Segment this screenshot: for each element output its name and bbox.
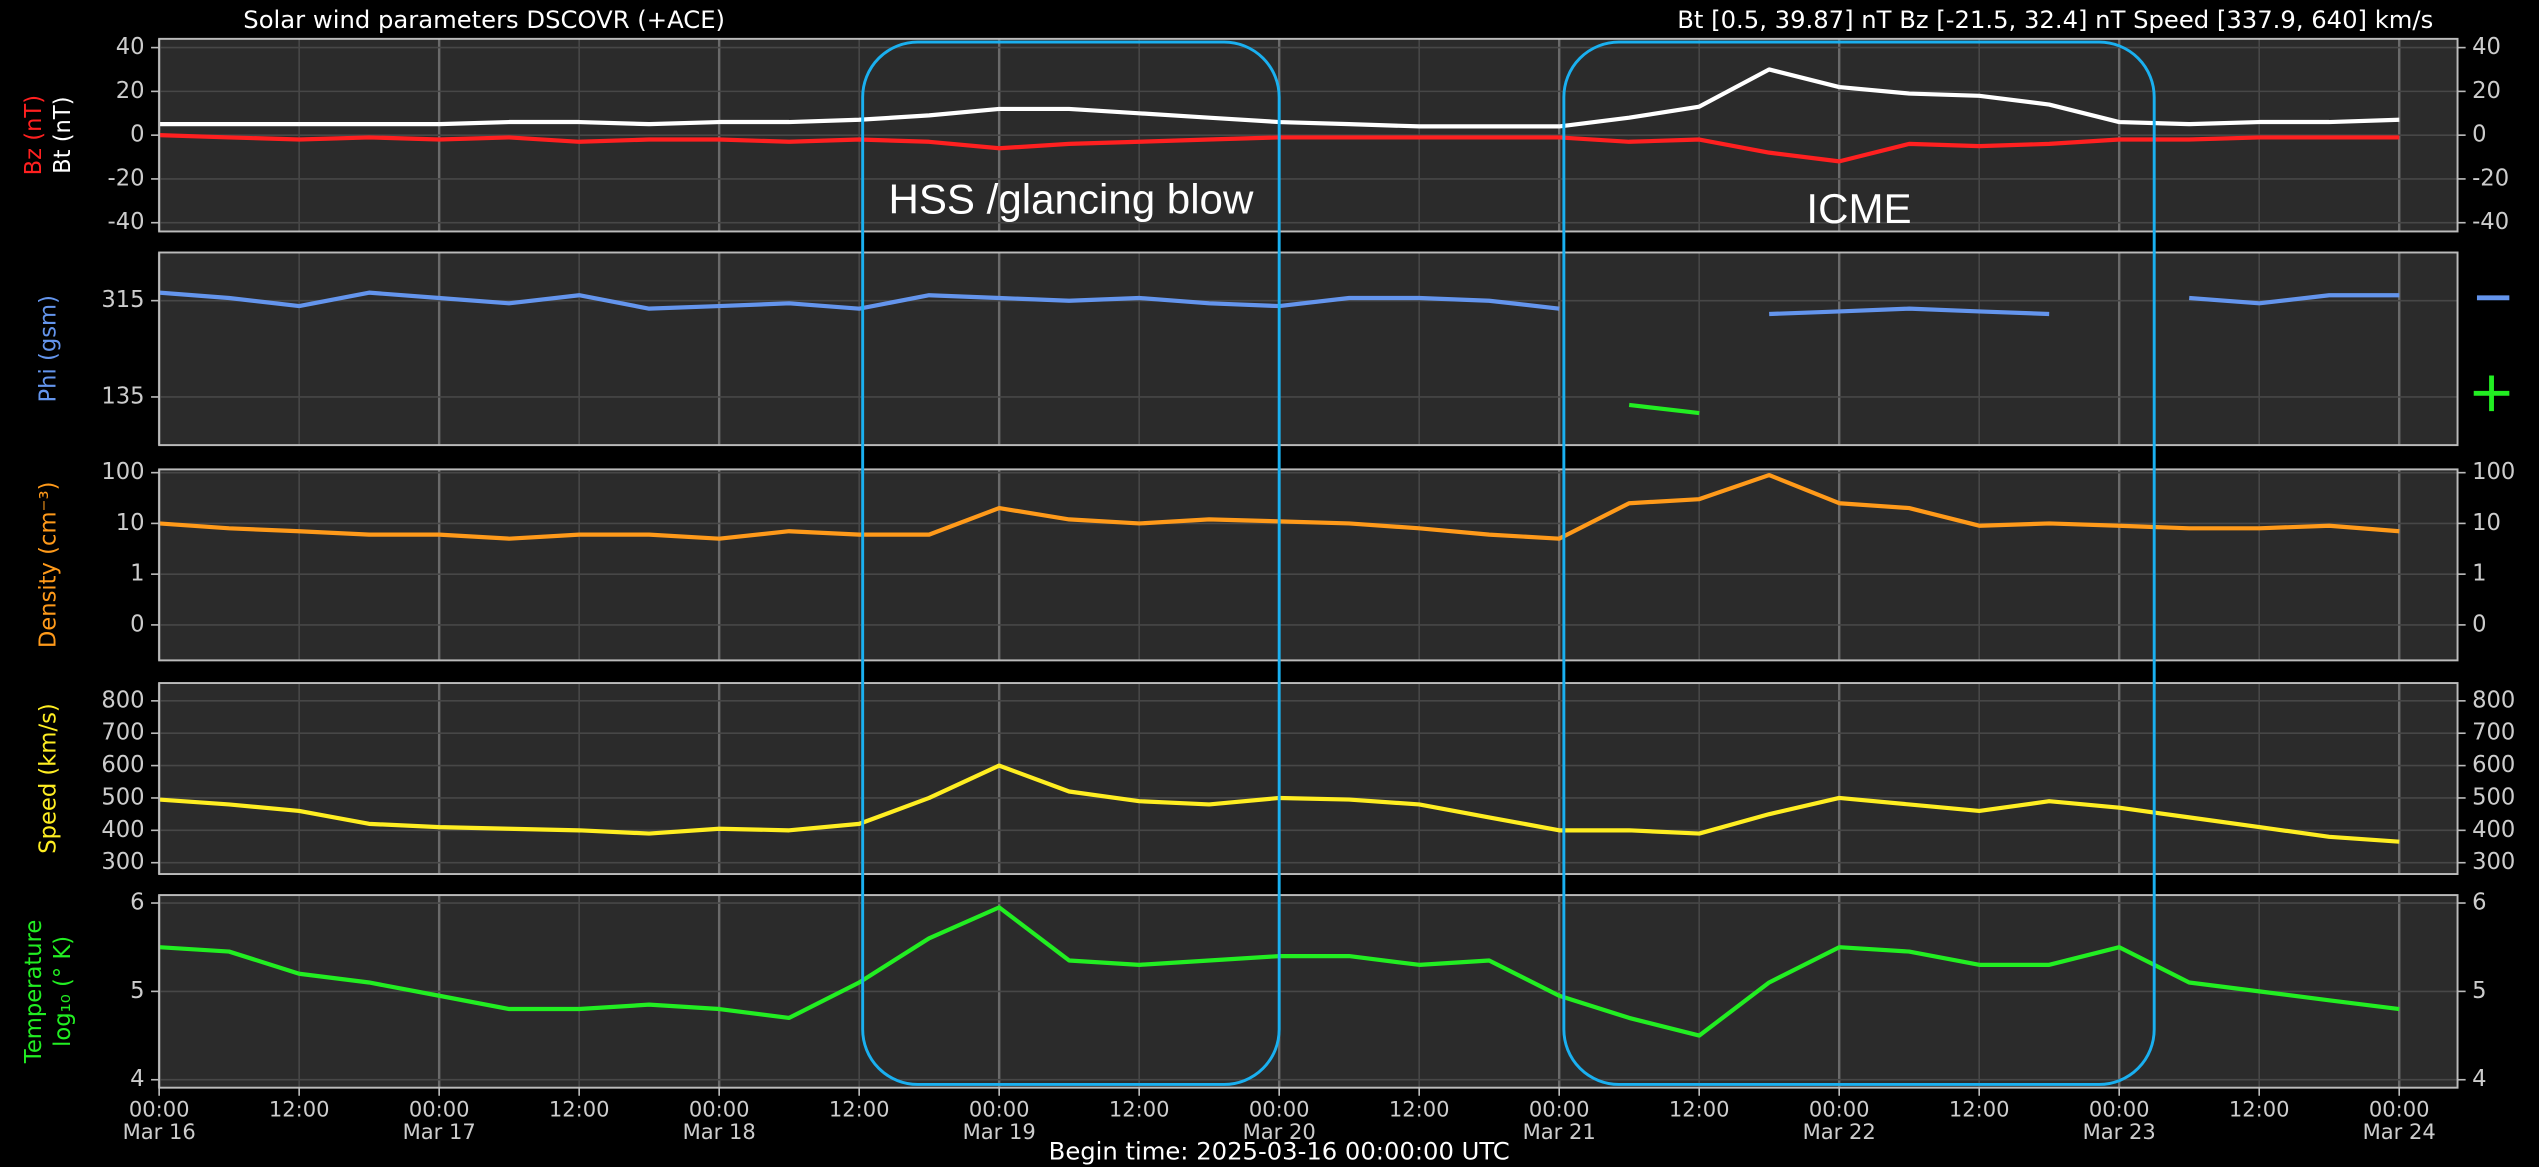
y-tick-label: 400	[2472, 817, 2515, 843]
x-date-label: Mar 22	[1803, 1119, 1876, 1144]
begin-time: Begin time: 2025-03-16 00:00:00 UTC	[1049, 1136, 1510, 1165]
annotation-box	[1562, 40, 2156, 1086]
series-line	[158, 290, 2400, 317]
annotation-text: ICME	[1806, 185, 1911, 232]
y-tick-label: 5	[130, 978, 144, 1004]
x-tick-label: 00:00	[1529, 1096, 1590, 1121]
y-tick-label: 500	[101, 784, 144, 810]
annotation-text: HSS /glancing blow	[888, 175, 1253, 222]
y-axis-label: Density (cm⁻³)	[36, 482, 62, 649]
y-tick-label: 4	[130, 1066, 144, 1092]
y-tick-label: 135	[101, 383, 144, 409]
plot-border	[158, 682, 2459, 876]
annotation-box	[861, 40, 1281, 1086]
y-tick-label: 100	[101, 459, 144, 485]
ranges: Bt [0.5, 39.87] nT Bz [-21.5, 32.4] nT S…	[1677, 5, 2433, 34]
y-tick-label: 400	[101, 817, 144, 843]
x-tick-label: 00:00	[409, 1096, 470, 1121]
y-tick-label: 600	[2472, 752, 2515, 778]
y-tick-label: 100	[2472, 459, 2515, 485]
x-tick-label: 12:00	[549, 1096, 610, 1121]
y-axis-label: Temperature	[21, 920, 47, 1065]
x-tick-label: 00:00	[129, 1096, 190, 1121]
y-tick-label: 300	[2472, 849, 2515, 875]
x-tick-label: 12:00	[829, 1096, 890, 1121]
y-tick-label: 4	[2472, 1066, 2486, 1092]
plot-border	[158, 251, 2459, 447]
y-axis-label: Bt (nT)	[50, 96, 76, 174]
y-tick-label: 800	[2472, 687, 2515, 713]
x-tick-label: 00:00	[689, 1096, 750, 1121]
y-tick-label: 0	[2472, 122, 2486, 148]
x-date-label: Mar 20	[1243, 1119, 1316, 1144]
y-tick-label: 0	[130, 122, 144, 148]
y-tick-label: 0	[130, 611, 144, 637]
x-tick-label: 00:00	[2369, 1096, 2430, 1121]
y-tick-label: 700	[2472, 720, 2515, 746]
chart-title: Solar wind parameters DSCOVR (+ACE)	[243, 5, 725, 34]
x-date-label: Mar 17	[403, 1119, 476, 1144]
plot-area	[159, 469, 2458, 661]
y-tick-label: 6	[130, 890, 144, 916]
plot-area	[159, 252, 2458, 446]
y-tick-label: 6	[2472, 890, 2486, 916]
y-tick-label: 0	[2472, 611, 2486, 637]
x-tick-label: 12:00	[2229, 1096, 2290, 1121]
x-date-label: Mar 24	[2363, 1119, 2436, 1144]
y-tick-label: 1	[2472, 561, 2486, 587]
x-tick-label: 12:00	[1949, 1096, 2010, 1121]
x-tick-label: 12:00	[269, 1096, 330, 1121]
y-tick-label: -20	[108, 165, 145, 191]
plot-area	[159, 683, 2458, 875]
x-date-label: Mar 23	[2083, 1119, 2156, 1144]
y-tick-label: -40	[2472, 209, 2509, 235]
y-tick-label: 500	[2472, 784, 2515, 810]
y-tick-label: 315	[101, 287, 144, 313]
y-tick-label: 10	[2472, 510, 2501, 536]
y-tick-label: 20	[116, 78, 145, 104]
x-tick-label: 12:00	[1109, 1096, 1170, 1121]
y-tick-label: 700	[101, 720, 144, 746]
plot-border	[158, 468, 2459, 662]
y-axis-label: Phi (gsm)	[36, 295, 62, 402]
y-tick-label: -20	[2472, 165, 2509, 191]
x-date-label: Mar 19	[963, 1119, 1036, 1144]
y-axis-label: log₁₀ (° K)	[50, 936, 76, 1047]
x-date-label: Mar 21	[1523, 1119, 1596, 1144]
x-tick-label: 12:00	[1669, 1096, 1730, 1121]
y-tick-label: 5	[2472, 978, 2486, 1004]
x-date-label: Mar 16	[123, 1119, 196, 1144]
plot-border	[158, 37, 2459, 233]
y-tick-label: -40	[108, 209, 145, 235]
y-tick-label: 40	[2472, 34, 2501, 60]
x-tick-label: 12:00	[1389, 1096, 1450, 1121]
y-axis-label: Bz (nT)	[21, 95, 47, 176]
x-tick-label: 00:00	[2089, 1096, 2150, 1121]
y-tick-label: 800	[101, 687, 144, 713]
y-tick-label: 300	[101, 849, 144, 875]
y-tick-label: 20	[2472, 78, 2501, 104]
x-tick-label: 00:00	[969, 1096, 1030, 1121]
plot-border	[158, 894, 2459, 1089]
y-tick-label: 40	[116, 34, 145, 60]
x-date-label: Mar 18	[683, 1119, 756, 1144]
y-tick-label: 1	[130, 561, 144, 587]
y-tick-label: 10	[116, 510, 145, 536]
y-axis-label: Speed (km/s)	[36, 703, 62, 854]
x-tick-label: 00:00	[1809, 1096, 1870, 1121]
y-tick-label: 600	[101, 752, 144, 778]
x-tick-label: 00:00	[1249, 1096, 1310, 1121]
